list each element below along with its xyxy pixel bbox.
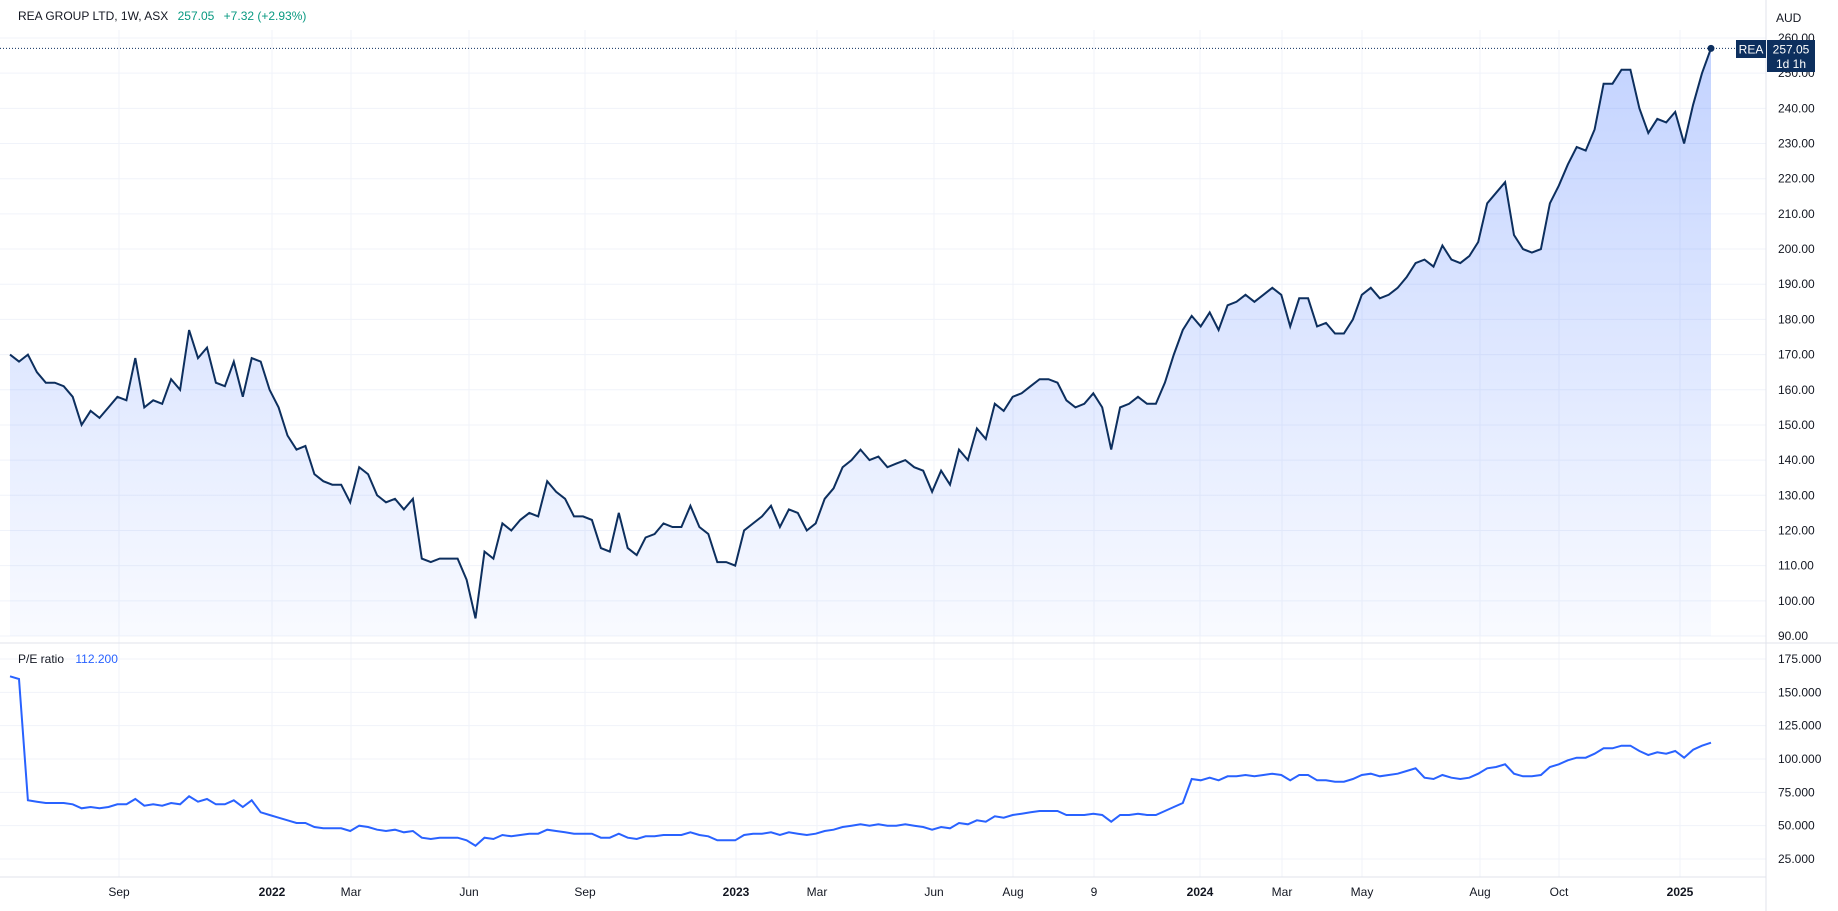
price-tag: REA 257.05 1d 1h [1736,40,1815,72]
price-change: +7.32 (+2.93%) [224,9,307,23]
time-tick-label: Sep [108,885,130,899]
time-tick-label: Mar [1272,885,1293,899]
time-tick-label: May [1351,885,1374,899]
price-tick-label: 120.00 [1778,523,1815,537]
time-tick-label: 2025 [1667,885,1694,899]
last-price-dot [1707,44,1715,52]
pe-tick-label: 100.000 [1778,752,1822,766]
time-tick-label: 9 [1091,885,1098,899]
price-tick-label: 110.00 [1778,559,1814,573]
time-tick-label: Mar [807,885,828,899]
pe-value: 112.200 [75,652,118,666]
time-tick-label: 2023 [723,885,750,899]
last-price-value: 257.05 [178,9,215,23]
price-line[interactable] [9,48,1712,619]
symbol-title: REA GROUP LTD, 1W, ASX [18,9,168,23]
time-tick-label: Mar [341,885,362,899]
price-tick-label: 200.00 [1778,242,1815,256]
price-tick-label: 240.00 [1778,101,1815,115]
price-tick-label: 150.00 [1778,418,1815,432]
pe-tick-label: 50.000 [1778,819,1815,833]
price-axis[interactable]: 90.00 100.00 110.00 120.00 130.00 140.00 150.0… [1778,31,1815,643]
pe-label: P/E ratio [18,652,64,666]
svg-text:P/E ratio 112.200: P/E ratio 112.200 [18,652,118,666]
time-tick-label: Sep [574,885,596,899]
time-tick-label: Aug [1469,885,1490,899]
price-tag-countdown: 1d 1h [1776,57,1806,71]
price-tick-label: 140.00 [1778,453,1815,467]
time-axis[interactable]: Sep 2022 Mar Jun Sep 2023 Mar Jun Aug 9 2024 Mar May… [108,885,1693,899]
pe-ratio-line[interactable] [9,675,1712,847]
time-tick-label: 2022 [259,885,286,899]
price-tick-label: 90.00 [1778,629,1808,643]
price-tag-value: 257.05 [1773,43,1810,57]
price-tick-label: 230.00 [1778,137,1815,151]
pe-axis[interactable]: 25.000 50.000 75.000 100.000 125.000 150.000 1… [1778,652,1822,866]
time-tick-label: 2024 [1187,885,1214,899]
svg-text:REA GROUP LTD, 1W, ASX 257: REA GROUP LTD, 1W, ASX 257.05 +7.32 (+2.… [18,9,306,23]
price-tick-label: 180.00 [1778,312,1815,326]
price-tick-label: 210.00 [1778,207,1815,221]
pe-tick-label: 75.000 [1778,785,1815,799]
pe-tick-label: 150.000 [1778,685,1822,699]
price-area-fill [10,48,1711,636]
price-tick-label: 100.00 [1778,594,1815,608]
pe-tick-label: 125.000 [1778,719,1822,733]
price-tick-label: 160.00 [1778,383,1815,397]
price-tick-label: 130.00 [1778,488,1815,502]
currency-label[interactable]: AUD [1776,11,1802,25]
price-tick-label: 190.00 [1778,277,1815,291]
time-tick-label: Oct [1550,885,1569,899]
time-tick-label: Jun [924,885,943,899]
price-tick-label: 170.00 [1778,348,1815,362]
time-tick-label: Aug [1002,885,1023,899]
price-tag-ticker: REA [1739,43,1764,57]
price-tick-label: 220.00 [1778,172,1815,186]
time-tick-label: Jun [459,885,478,899]
pe-tick-label: 175.000 [1778,652,1822,666]
pe-tick-label: 25.000 [1778,852,1815,866]
